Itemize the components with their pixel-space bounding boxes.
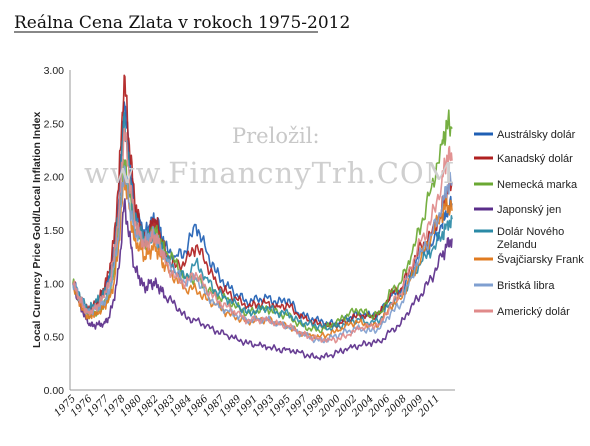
y-tick-label: 2.50 [44,118,65,130]
series-line-4 [72,198,453,361]
legend-label: Kanadský dolár [497,153,573,165]
y-tick-label: 2.00 [44,172,65,184]
chart-title: Reálna Cena Zlata v rokoch 1975-2012 [14,13,350,33]
watermark-line1: Preložil: [232,124,320,148]
watermark-line2: www.FinancnyTrh.COM [84,156,455,190]
y-axis-label: Local Currency Price Gold/Local Inflatio… [31,112,43,348]
legend-label: Japonský jen [497,204,561,216]
x-tick-labels: 1975197619771978198019821983198419861987… [52,393,442,420]
legend-label: Bristká libra [497,280,555,292]
series-lines [72,74,453,361]
legend-label: Zelandu [497,239,537,251]
legend-label: Austrálsky dolár [497,129,576,141]
y-tick-label: 1.50 [44,225,65,237]
legend-label: Dolár Nového [497,226,564,238]
y-tick-label: 1.00 [44,278,65,290]
legend-label: Americký dolár [497,306,570,318]
y-tick-label: 0.00 [44,385,65,397]
legend-label: Švajčiarsky Frank [497,253,584,266]
series-line-8 [72,127,453,344]
legend-label: Nemecká marka [497,179,578,191]
series-line-5 [72,111,453,332]
legend: Austrálsky dolár Kanadský dolár Nemecká ma… [474,129,584,318]
y-tick-label: 3.00 [44,65,65,77]
series-line-1 [72,101,453,328]
y-tick-label: 0.50 [44,332,65,344]
series-line-6 [72,175,453,340]
y-tick-labels: 3.00 2.50 2.00 1.50 1.00 0.50 0.00 [44,65,65,397]
series-line-2 [72,74,453,330]
